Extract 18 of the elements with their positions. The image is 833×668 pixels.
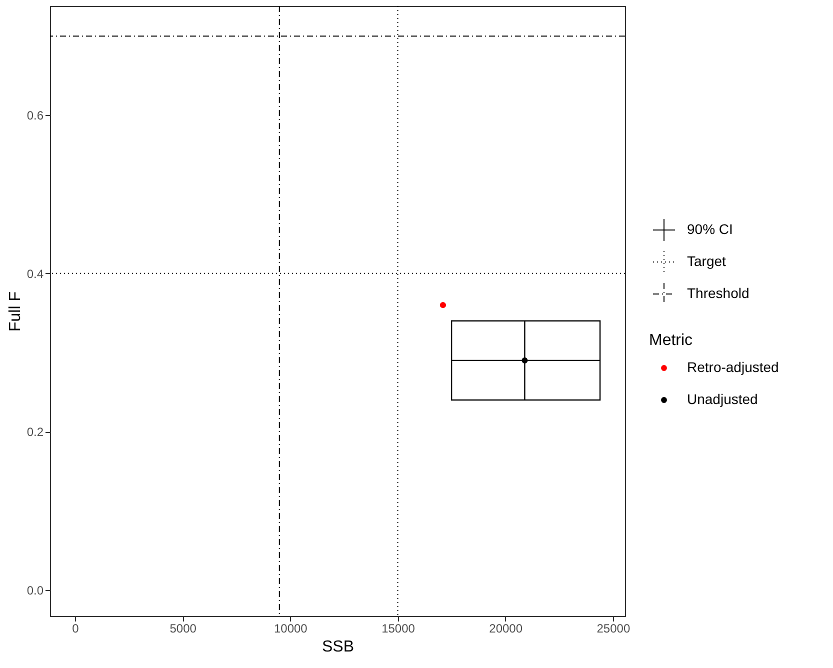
y-tick-label: 0.4 — [26, 266, 44, 281]
x-axis-title: SSB — [322, 638, 354, 656]
legend-title: Metric — [649, 332, 693, 349]
y-axis-title: Full F — [6, 291, 24, 332]
x-tick-label: 25000 — [596, 622, 630, 636]
text: 90% CI — [687, 221, 733, 237]
x-tick-label: 10000 — [274, 622, 308, 636]
x-tick-label: 0 — [72, 622, 80, 636]
legend-label: Retro-adjusted — [687, 359, 779, 375]
x-tick-label: 5000 — [170, 622, 197, 636]
y-tick-label: 0.6 — [26, 108, 44, 123]
y-tick-label: 0.2 — [26, 425, 44, 440]
legend-label: Target — [687, 253, 726, 269]
x-tick-label: 20000 — [489, 622, 523, 636]
y-tick-label: 0.0 — [26, 583, 44, 598]
x-tick-label: 15000 — [382, 622, 416, 636]
legend-label: Unadjusted — [687, 391, 758, 407]
legend-label: Threshold — [687, 285, 750, 301]
